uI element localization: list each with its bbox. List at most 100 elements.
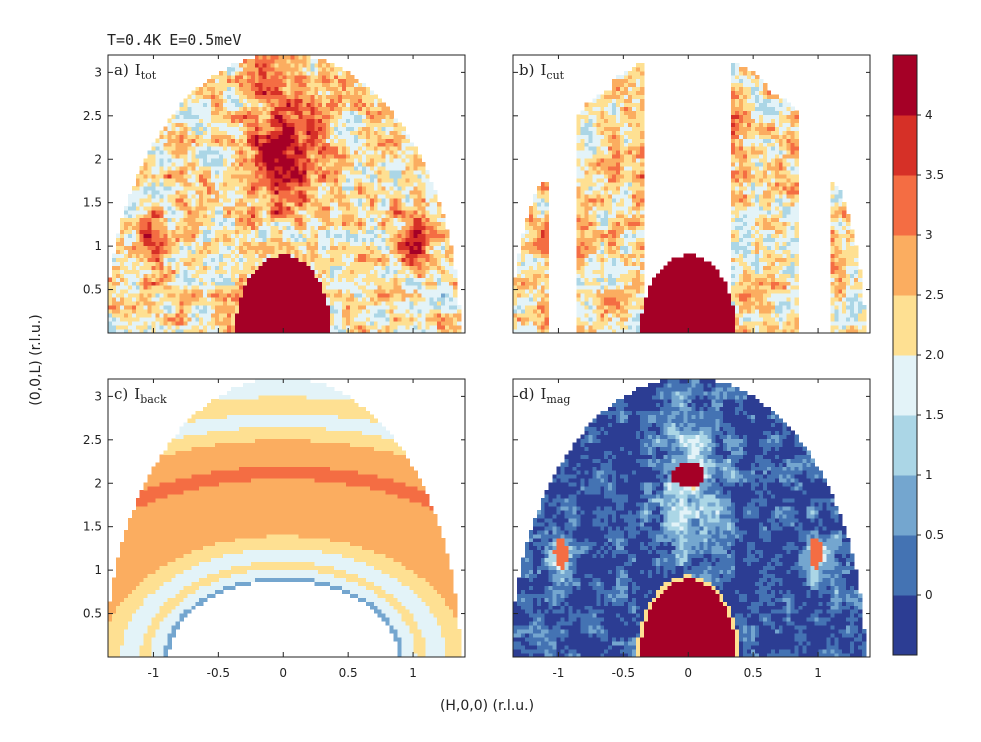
heatmap-cell — [231, 123, 235, 127]
heatmap-cell — [259, 265, 263, 269]
heatmap-cell — [346, 79, 350, 83]
heatmap-cell — [386, 166, 390, 170]
heatmap-cell — [445, 254, 449, 258]
heatmap-cell — [179, 182, 183, 186]
heatmap-cell — [306, 154, 310, 158]
heatmap-cell — [279, 246, 283, 250]
heatmap-cell — [326, 222, 330, 226]
heatmap-cell — [267, 91, 271, 95]
heatmap-cell — [378, 99, 382, 103]
heatmap-cell — [374, 313, 378, 317]
heatmap-cell — [144, 262, 148, 266]
heatmap-cell — [402, 258, 406, 262]
heatmap-cell — [366, 210, 370, 214]
heatmap-cell — [326, 269, 330, 273]
heatmap-cell — [306, 265, 310, 269]
heatmap-cell — [406, 325, 410, 329]
heatmap-cell — [338, 262, 342, 266]
heatmap-cell — [148, 281, 152, 285]
heatmap-cell — [287, 162, 291, 166]
heatmap-cell — [314, 234, 318, 238]
heatmap-cell — [156, 258, 160, 262]
heatmap-cell — [354, 91, 358, 95]
heatmap-cell — [223, 146, 227, 150]
heatmap-cell — [283, 178, 287, 182]
heatmap-cell — [302, 75, 306, 79]
heatmap-cell — [199, 111, 203, 115]
heatmap-cell — [298, 289, 302, 293]
heatmap-cell — [358, 123, 362, 127]
heatmap-cell — [227, 95, 231, 99]
heatmap-cell — [417, 285, 421, 289]
heatmap-cell — [370, 313, 374, 317]
heatmap-cell — [378, 262, 382, 266]
heatmap-cell — [179, 250, 183, 254]
heatmap-cell — [279, 321, 283, 325]
heatmap-cell — [302, 130, 306, 134]
heatmap-cell — [275, 297, 279, 301]
heatmap-cell — [144, 273, 148, 277]
heatmap-cell — [330, 194, 334, 198]
heatmap-cell — [251, 317, 255, 321]
heatmap-cell — [239, 301, 243, 305]
heatmap-cell — [267, 79, 271, 83]
heatmap-cell — [279, 142, 283, 146]
heatmap-cell — [187, 154, 191, 158]
heatmap-cell — [406, 238, 410, 242]
heatmap-cell — [183, 234, 187, 238]
heatmap-cell — [243, 202, 247, 206]
heatmap-cell — [215, 95, 219, 99]
heatmap-cell — [298, 174, 302, 178]
heatmap-cell — [306, 273, 310, 277]
heatmap-cell — [294, 305, 298, 309]
heatmap-cell — [358, 107, 362, 111]
heatmap-cell — [298, 71, 302, 75]
heatmap-cell — [366, 134, 370, 138]
heatmap-cell — [219, 194, 223, 198]
heatmap-cell — [203, 214, 207, 218]
heatmap-cell — [406, 246, 410, 250]
heatmap-cell — [223, 265, 227, 269]
heatmap-cell — [195, 258, 199, 262]
heatmap-cell — [235, 242, 239, 246]
heatmap-cell — [136, 309, 140, 313]
heatmap-cell — [326, 226, 330, 230]
heatmap-cell — [223, 273, 227, 277]
heatmap-cell — [195, 87, 199, 91]
heatmap-cell — [247, 269, 251, 273]
heatmap-cell — [175, 130, 179, 134]
heatmap-cell — [175, 305, 179, 309]
heatmap-cell — [417, 222, 421, 226]
heatmap-cell — [287, 214, 291, 218]
heatmap-cell — [235, 166, 239, 170]
heatmap-cell — [271, 297, 275, 301]
heatmap-cell — [179, 325, 183, 329]
heatmap-cell — [263, 150, 267, 154]
heatmap-cell — [195, 289, 199, 293]
heatmap-cell — [255, 174, 259, 178]
heatmap-cell — [263, 55, 267, 59]
heatmap-cell — [346, 99, 350, 103]
heatmap-cell — [227, 258, 231, 262]
heatmap-cell — [199, 246, 203, 250]
heatmap-cell — [144, 254, 148, 258]
heatmap-cell — [128, 281, 132, 285]
heatmap-cell — [283, 119, 287, 123]
heatmap-cell — [207, 281, 211, 285]
heatmap-cell — [334, 170, 338, 174]
heatmap-cell — [390, 214, 394, 218]
heatmap-cell — [187, 150, 191, 154]
heatmap-cell — [338, 79, 342, 83]
heatmap-cell — [148, 190, 152, 194]
heatmap-cell — [413, 297, 417, 301]
heatmap-cell — [362, 214, 366, 218]
heatmap-cell — [425, 186, 429, 190]
heatmap-cell — [231, 202, 235, 206]
heatmap-cell — [231, 281, 235, 285]
heatmap-cell — [334, 273, 338, 277]
heatmap-cell — [382, 289, 386, 293]
heatmap-cell — [298, 59, 302, 63]
heatmap-cell — [267, 158, 271, 162]
heatmap-cell — [247, 265, 251, 269]
heatmap-cell — [413, 178, 417, 182]
